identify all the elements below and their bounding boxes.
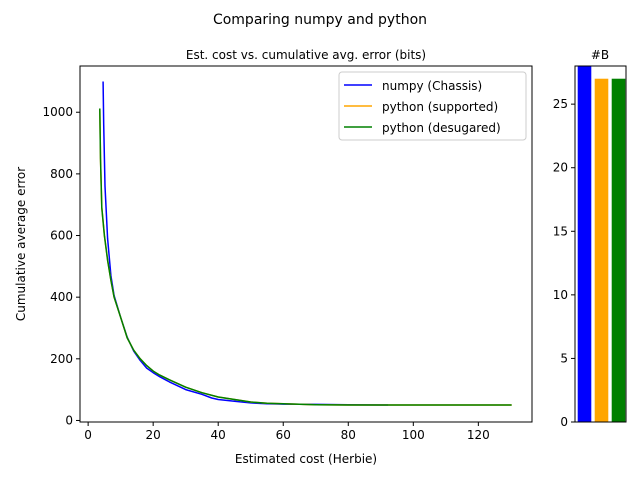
x-tick-label: 100 — [402, 428, 425, 442]
y-tick-label: 600 — [50, 229, 73, 243]
plot-frame — [79, 65, 533, 423]
x-axis-label: Estimated cost (Herbie) — [235, 452, 377, 466]
legend: numpy (Chassis) python (supported) pytho… — [338, 71, 527, 141]
x-tick-label: 120 — [467, 428, 490, 442]
bar-chart-title: #B — [591, 48, 609, 62]
x-tick-label: 20 — [146, 428, 161, 442]
series-line-python-supported — [99, 108, 512, 406]
y-tick-label: 800 — [50, 167, 73, 181]
bar-y-tick-label: 0 — [560, 415, 568, 429]
legend-label-python-supported: python (supported) — [382, 100, 498, 114]
bars — [577, 66, 626, 422]
y-tick-label: 0 — [65, 413, 73, 427]
line-chart: Est. cost vs. cumulative avg. error (bit… — [14, 48, 533, 466]
bar-plot-frame — [574, 65, 627, 423]
y-tick-label: 400 — [50, 290, 73, 304]
x-tick-label: 80 — [341, 428, 356, 442]
figure-suptitle: Comparing numpy and python — [213, 12, 427, 28]
bar-python-desugared — [611, 78, 626, 422]
bar-y-tick-label: 20 — [553, 161, 568, 175]
bar-y-tick-label: 10 — [553, 288, 568, 302]
y-tick-label: 200 — [50, 352, 73, 366]
legend-label-python-desugared: python (desugared) — [382, 121, 501, 135]
bar-y-tick-label: 5 — [560, 351, 568, 365]
bar-y-ticks: 0 5 10 15 20 25 — [553, 97, 575, 429]
y-tick-label: 1000 — [42, 105, 73, 119]
y-ticks: 0 200 400 600 800 1000 — [42, 105, 80, 427]
y-axis-label: Cumulative average error — [14, 167, 28, 321]
line-chart-title: Est. cost vs. cumulative avg. error (bit… — [186, 48, 426, 62]
x-tick-label: 0 — [84, 428, 92, 442]
x-tick-label: 40 — [211, 428, 226, 442]
series-lines — [99, 81, 512, 406]
bar-numpy — [577, 66, 592, 422]
x-ticks: 0 20 40 60 80 100 120 — [84, 422, 490, 442]
bar-chart: #B 0 5 10 15 20 25 — [553, 48, 627, 429]
bar-y-tick-label: 15 — [553, 224, 568, 238]
bar-python-supported — [594, 78, 609, 422]
x-tick-label: 60 — [276, 428, 291, 442]
legend-box — [338, 71, 527, 141]
bar-y-tick-label: 25 — [553, 97, 568, 111]
series-line-python-desugared — [99, 108, 512, 406]
legend-label-numpy: numpy (Chassis) — [382, 79, 482, 93]
